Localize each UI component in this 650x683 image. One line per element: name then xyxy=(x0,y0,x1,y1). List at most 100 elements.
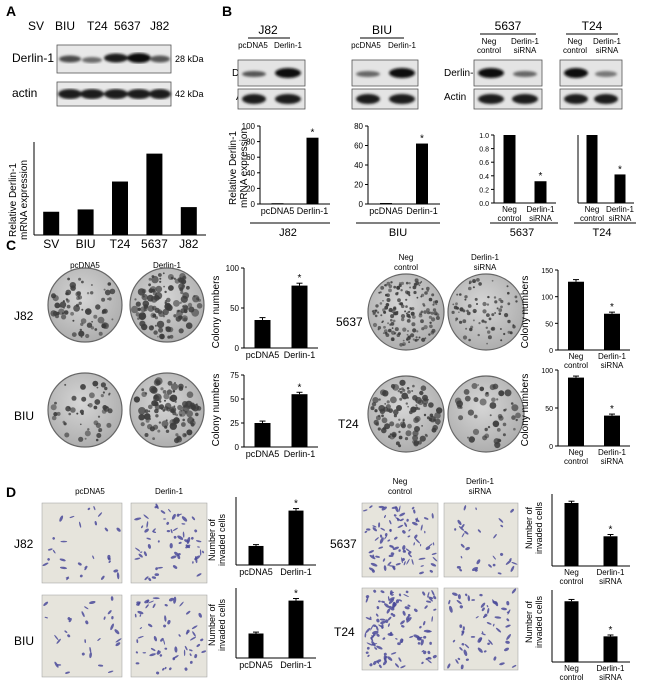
y-tick-label: 60 xyxy=(354,142,363,151)
invaded-cell xyxy=(402,545,406,551)
colony xyxy=(384,305,389,310)
colony xyxy=(159,400,162,403)
invaded-cell xyxy=(93,506,96,511)
y-tick-label: 20 xyxy=(246,184,255,193)
y-tick-label: 0 xyxy=(359,200,364,209)
b-lane-5637-1-l1: Derlin-1 xyxy=(511,37,540,46)
colony xyxy=(377,427,381,431)
bar xyxy=(604,415,620,446)
colony xyxy=(378,414,381,418)
invaded-cell xyxy=(56,638,61,644)
invaded-cell xyxy=(427,650,431,655)
invaded-cell xyxy=(375,555,380,558)
colony xyxy=(102,391,105,394)
invaded-cell xyxy=(454,528,457,531)
colony xyxy=(468,436,475,443)
invaded-cell xyxy=(475,507,477,511)
colony xyxy=(101,323,107,329)
colony xyxy=(391,327,394,329)
colony xyxy=(189,420,196,426)
a-lane-j82: J82 xyxy=(150,19,170,33)
invaded-cell xyxy=(433,595,437,600)
invaded-cell xyxy=(408,553,412,558)
invaded-cell xyxy=(400,665,406,669)
invaded-cell xyxy=(384,657,387,661)
colony xyxy=(414,426,420,432)
colony xyxy=(390,322,395,326)
colony xyxy=(511,415,516,420)
invaded-cell xyxy=(461,524,465,529)
invaded-cell xyxy=(64,630,68,633)
invaded-cell xyxy=(385,619,389,623)
category-label: SV xyxy=(43,237,59,251)
invasion-field xyxy=(443,502,519,578)
invaded-cell xyxy=(141,525,144,529)
a-lane-5637: 5637 xyxy=(114,19,141,33)
colony xyxy=(413,440,420,446)
colony xyxy=(101,297,106,302)
category-label: Derlin-1 xyxy=(606,205,635,214)
colony xyxy=(421,425,423,427)
colony xyxy=(407,390,411,394)
colony xyxy=(140,422,145,427)
invaded-cell xyxy=(492,555,496,560)
colony xyxy=(64,383,67,386)
category-label: control xyxy=(580,214,604,223)
colony-well xyxy=(47,267,123,343)
colony xyxy=(417,407,421,411)
colony xyxy=(156,320,165,329)
invaded-cell xyxy=(470,635,476,638)
colony xyxy=(97,316,105,324)
invaded-cell xyxy=(362,509,368,512)
invaded-cell xyxy=(384,603,390,608)
category-label: J82 xyxy=(179,237,199,251)
colony xyxy=(51,415,57,421)
invaded-cell xyxy=(499,662,505,666)
invaded-cell xyxy=(423,629,431,633)
invaded-cell xyxy=(365,597,369,603)
panel-label-b: B xyxy=(222,3,232,19)
invaded-cell xyxy=(411,521,418,526)
panel-label-a: A xyxy=(6,3,16,19)
invaded-cell xyxy=(84,606,89,610)
c-ylabel-t24: Colony numbers xyxy=(520,374,531,447)
invaded-cell xyxy=(488,639,493,645)
colony xyxy=(426,398,429,401)
invaded-cell xyxy=(67,634,71,638)
invaded-cell xyxy=(79,521,82,528)
colony xyxy=(162,308,169,316)
colony xyxy=(415,396,422,404)
invaded-cell xyxy=(92,555,95,560)
invaded-cell xyxy=(420,524,423,531)
colony xyxy=(97,415,101,418)
invaded-cell xyxy=(163,518,167,520)
colony xyxy=(103,406,110,412)
invaded-cell xyxy=(134,517,142,521)
invaded-cell xyxy=(399,512,406,517)
colony xyxy=(500,299,504,304)
invaded-cell xyxy=(144,528,149,533)
invaded-cell xyxy=(376,606,380,610)
colony xyxy=(78,277,82,281)
colony xyxy=(476,303,478,305)
colony xyxy=(498,390,505,397)
colony xyxy=(515,300,518,303)
invaded-cell xyxy=(59,515,64,522)
colony xyxy=(424,291,428,295)
colony xyxy=(141,293,148,301)
invaded-cell xyxy=(148,577,152,582)
colony xyxy=(139,320,146,327)
colony xyxy=(162,272,165,275)
invaded-cell xyxy=(406,617,412,623)
invaded-cell xyxy=(511,561,518,565)
invaded-cell xyxy=(416,636,423,640)
invaded-cell xyxy=(138,553,143,558)
invaded-cell xyxy=(471,566,479,572)
colony xyxy=(502,422,507,427)
invaded-cell xyxy=(380,620,386,625)
colony xyxy=(498,312,502,316)
invaded-cell xyxy=(366,646,370,650)
significance-marker: * xyxy=(311,128,315,139)
a-ylabel-line2: mRNA expression xyxy=(19,160,30,240)
invaded-cell xyxy=(173,596,177,604)
